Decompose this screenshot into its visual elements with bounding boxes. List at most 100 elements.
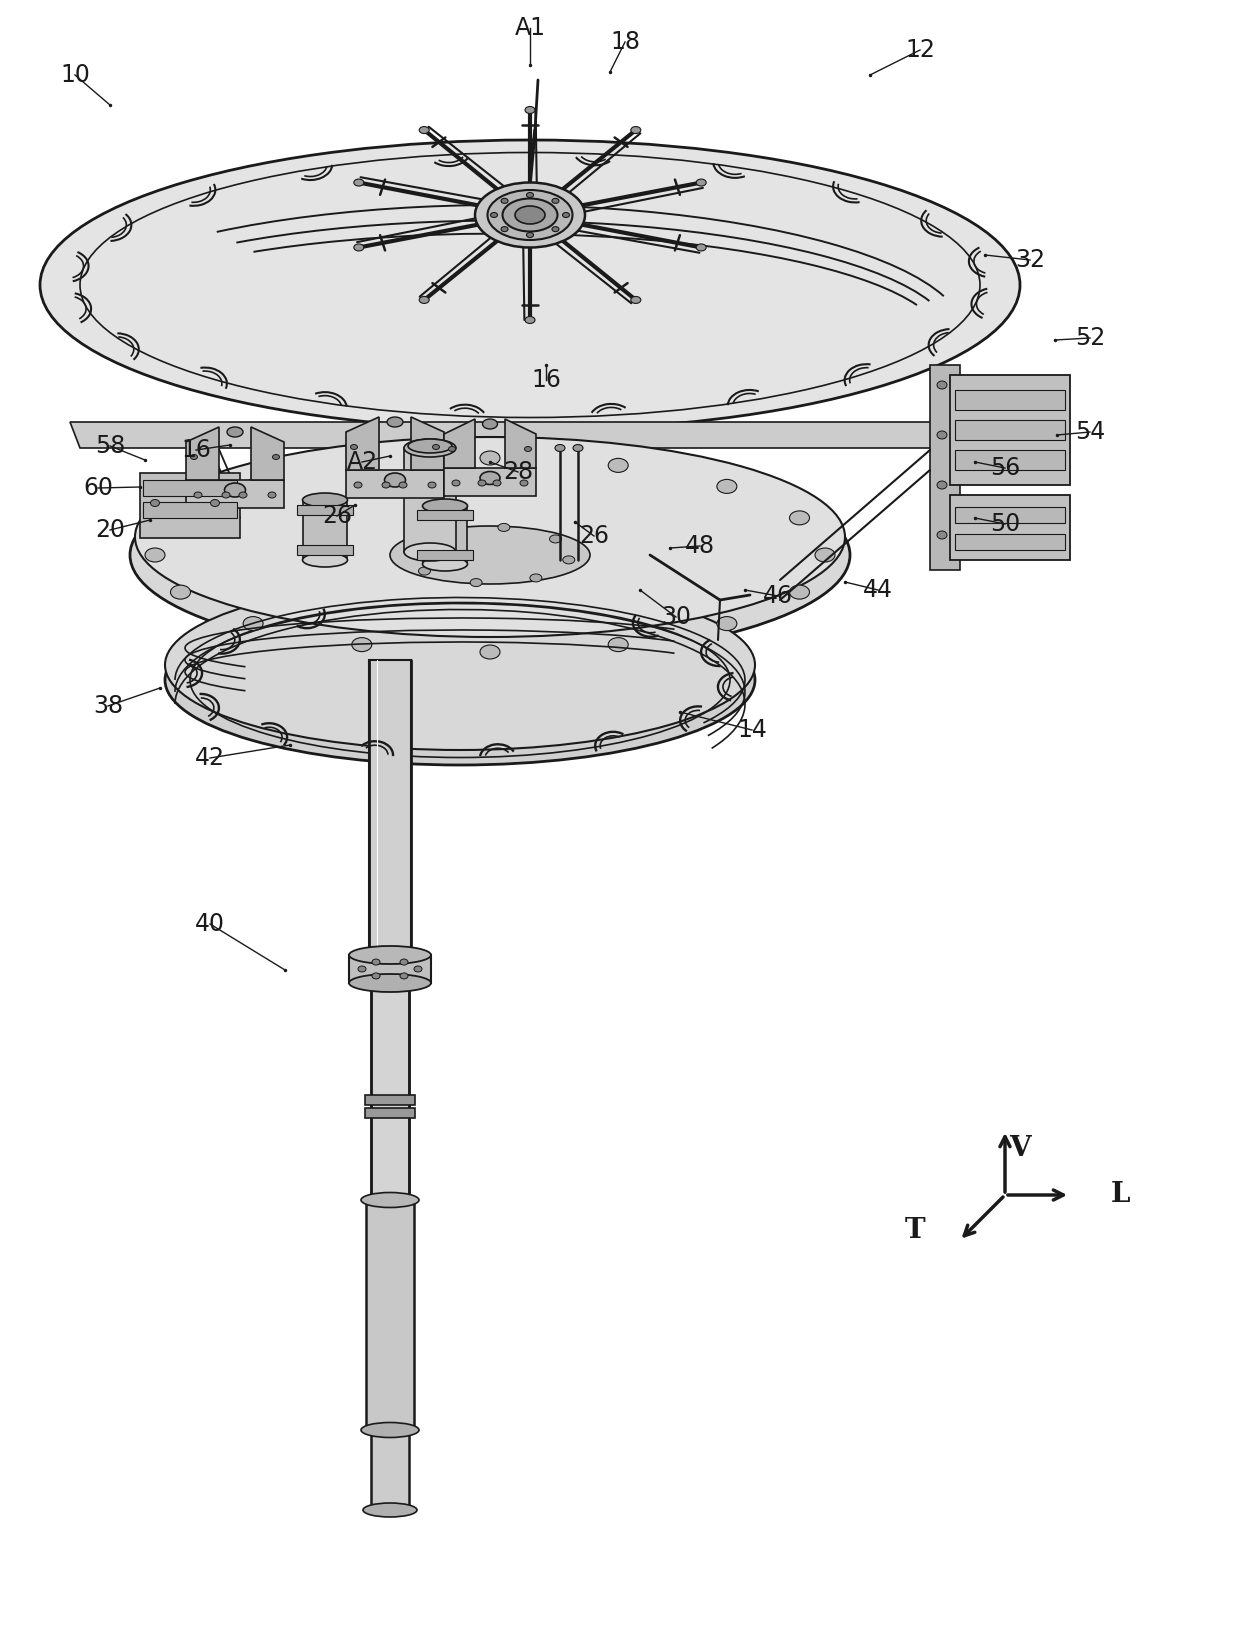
- Polygon shape: [298, 505, 353, 514]
- Ellipse shape: [515, 206, 546, 224]
- Polygon shape: [423, 506, 467, 563]
- Ellipse shape: [408, 439, 453, 454]
- Ellipse shape: [130, 450, 849, 660]
- Ellipse shape: [696, 179, 707, 187]
- Ellipse shape: [303, 493, 347, 508]
- Ellipse shape: [470, 578, 482, 586]
- Polygon shape: [930, 365, 960, 570]
- Ellipse shape: [372, 973, 379, 980]
- Ellipse shape: [573, 444, 583, 452]
- Ellipse shape: [243, 480, 263, 493]
- Polygon shape: [444, 419, 475, 468]
- Ellipse shape: [145, 549, 165, 562]
- Polygon shape: [186, 480, 284, 508]
- Text: 32: 32: [1016, 247, 1045, 272]
- Text: A2: A2: [346, 450, 377, 473]
- Text: 28: 28: [503, 460, 533, 483]
- Ellipse shape: [401, 973, 408, 980]
- Ellipse shape: [353, 482, 362, 488]
- Ellipse shape: [549, 536, 562, 542]
- Text: 52: 52: [1075, 326, 1105, 351]
- Polygon shape: [950, 495, 1070, 560]
- Ellipse shape: [358, 966, 366, 971]
- Ellipse shape: [480, 472, 500, 485]
- Ellipse shape: [937, 531, 947, 539]
- Ellipse shape: [527, 233, 533, 238]
- Ellipse shape: [453, 480, 460, 486]
- Ellipse shape: [790, 511, 810, 524]
- Ellipse shape: [191, 454, 197, 460]
- Ellipse shape: [211, 500, 219, 506]
- Ellipse shape: [404, 439, 456, 457]
- Ellipse shape: [384, 473, 405, 486]
- Ellipse shape: [348, 947, 432, 965]
- Polygon shape: [417, 550, 472, 560]
- Ellipse shape: [717, 480, 737, 493]
- Ellipse shape: [404, 544, 456, 560]
- Ellipse shape: [501, 198, 508, 203]
- Text: T: T: [905, 1217, 925, 1243]
- Text: 56: 56: [990, 455, 1021, 480]
- Ellipse shape: [480, 645, 500, 658]
- Ellipse shape: [525, 316, 534, 323]
- Ellipse shape: [449, 447, 455, 452]
- Text: 26: 26: [322, 505, 352, 527]
- Ellipse shape: [815, 549, 835, 562]
- Ellipse shape: [527, 193, 533, 198]
- Ellipse shape: [352, 459, 372, 472]
- Text: 40: 40: [195, 912, 224, 935]
- Polygon shape: [69, 423, 990, 449]
- Polygon shape: [410, 418, 444, 470]
- Text: 58: 58: [94, 434, 125, 459]
- Ellipse shape: [165, 580, 755, 750]
- Polygon shape: [346, 418, 379, 470]
- Ellipse shape: [419, 296, 429, 303]
- Ellipse shape: [937, 382, 947, 388]
- Ellipse shape: [268, 491, 277, 498]
- Polygon shape: [303, 500, 347, 560]
- Text: 44: 44: [863, 578, 893, 603]
- Ellipse shape: [150, 500, 160, 506]
- Polygon shape: [366, 1201, 414, 1430]
- Polygon shape: [365, 1094, 415, 1106]
- Ellipse shape: [423, 557, 467, 572]
- Ellipse shape: [937, 482, 947, 490]
- Ellipse shape: [438, 527, 450, 536]
- Polygon shape: [143, 480, 237, 496]
- Ellipse shape: [351, 444, 357, 449]
- Ellipse shape: [502, 198, 558, 231]
- Ellipse shape: [239, 491, 247, 498]
- Ellipse shape: [563, 555, 575, 563]
- Text: 38: 38: [93, 695, 123, 717]
- Text: A1: A1: [515, 16, 546, 39]
- Ellipse shape: [372, 960, 379, 965]
- Polygon shape: [250, 428, 284, 480]
- Ellipse shape: [475, 182, 585, 247]
- Ellipse shape: [491, 213, 497, 218]
- Polygon shape: [955, 419, 1065, 441]
- Polygon shape: [143, 501, 237, 518]
- Ellipse shape: [135, 437, 844, 637]
- Ellipse shape: [477, 480, 486, 486]
- Ellipse shape: [433, 444, 439, 449]
- Ellipse shape: [501, 226, 508, 231]
- Ellipse shape: [520, 480, 528, 486]
- Ellipse shape: [165, 595, 755, 765]
- Text: 20: 20: [95, 518, 125, 542]
- Text: L: L: [1110, 1181, 1130, 1209]
- Ellipse shape: [399, 482, 407, 488]
- Ellipse shape: [171, 585, 191, 600]
- Text: 54: 54: [1075, 419, 1105, 444]
- Polygon shape: [348, 955, 432, 983]
- Polygon shape: [955, 390, 1065, 410]
- Polygon shape: [955, 534, 1065, 550]
- Ellipse shape: [631, 296, 641, 303]
- Text: 12: 12: [905, 38, 935, 62]
- Ellipse shape: [405, 545, 417, 554]
- Ellipse shape: [525, 106, 534, 113]
- Ellipse shape: [382, 482, 391, 488]
- Ellipse shape: [387, 418, 403, 428]
- Polygon shape: [346, 470, 444, 498]
- Polygon shape: [950, 375, 1070, 485]
- Polygon shape: [370, 660, 410, 950]
